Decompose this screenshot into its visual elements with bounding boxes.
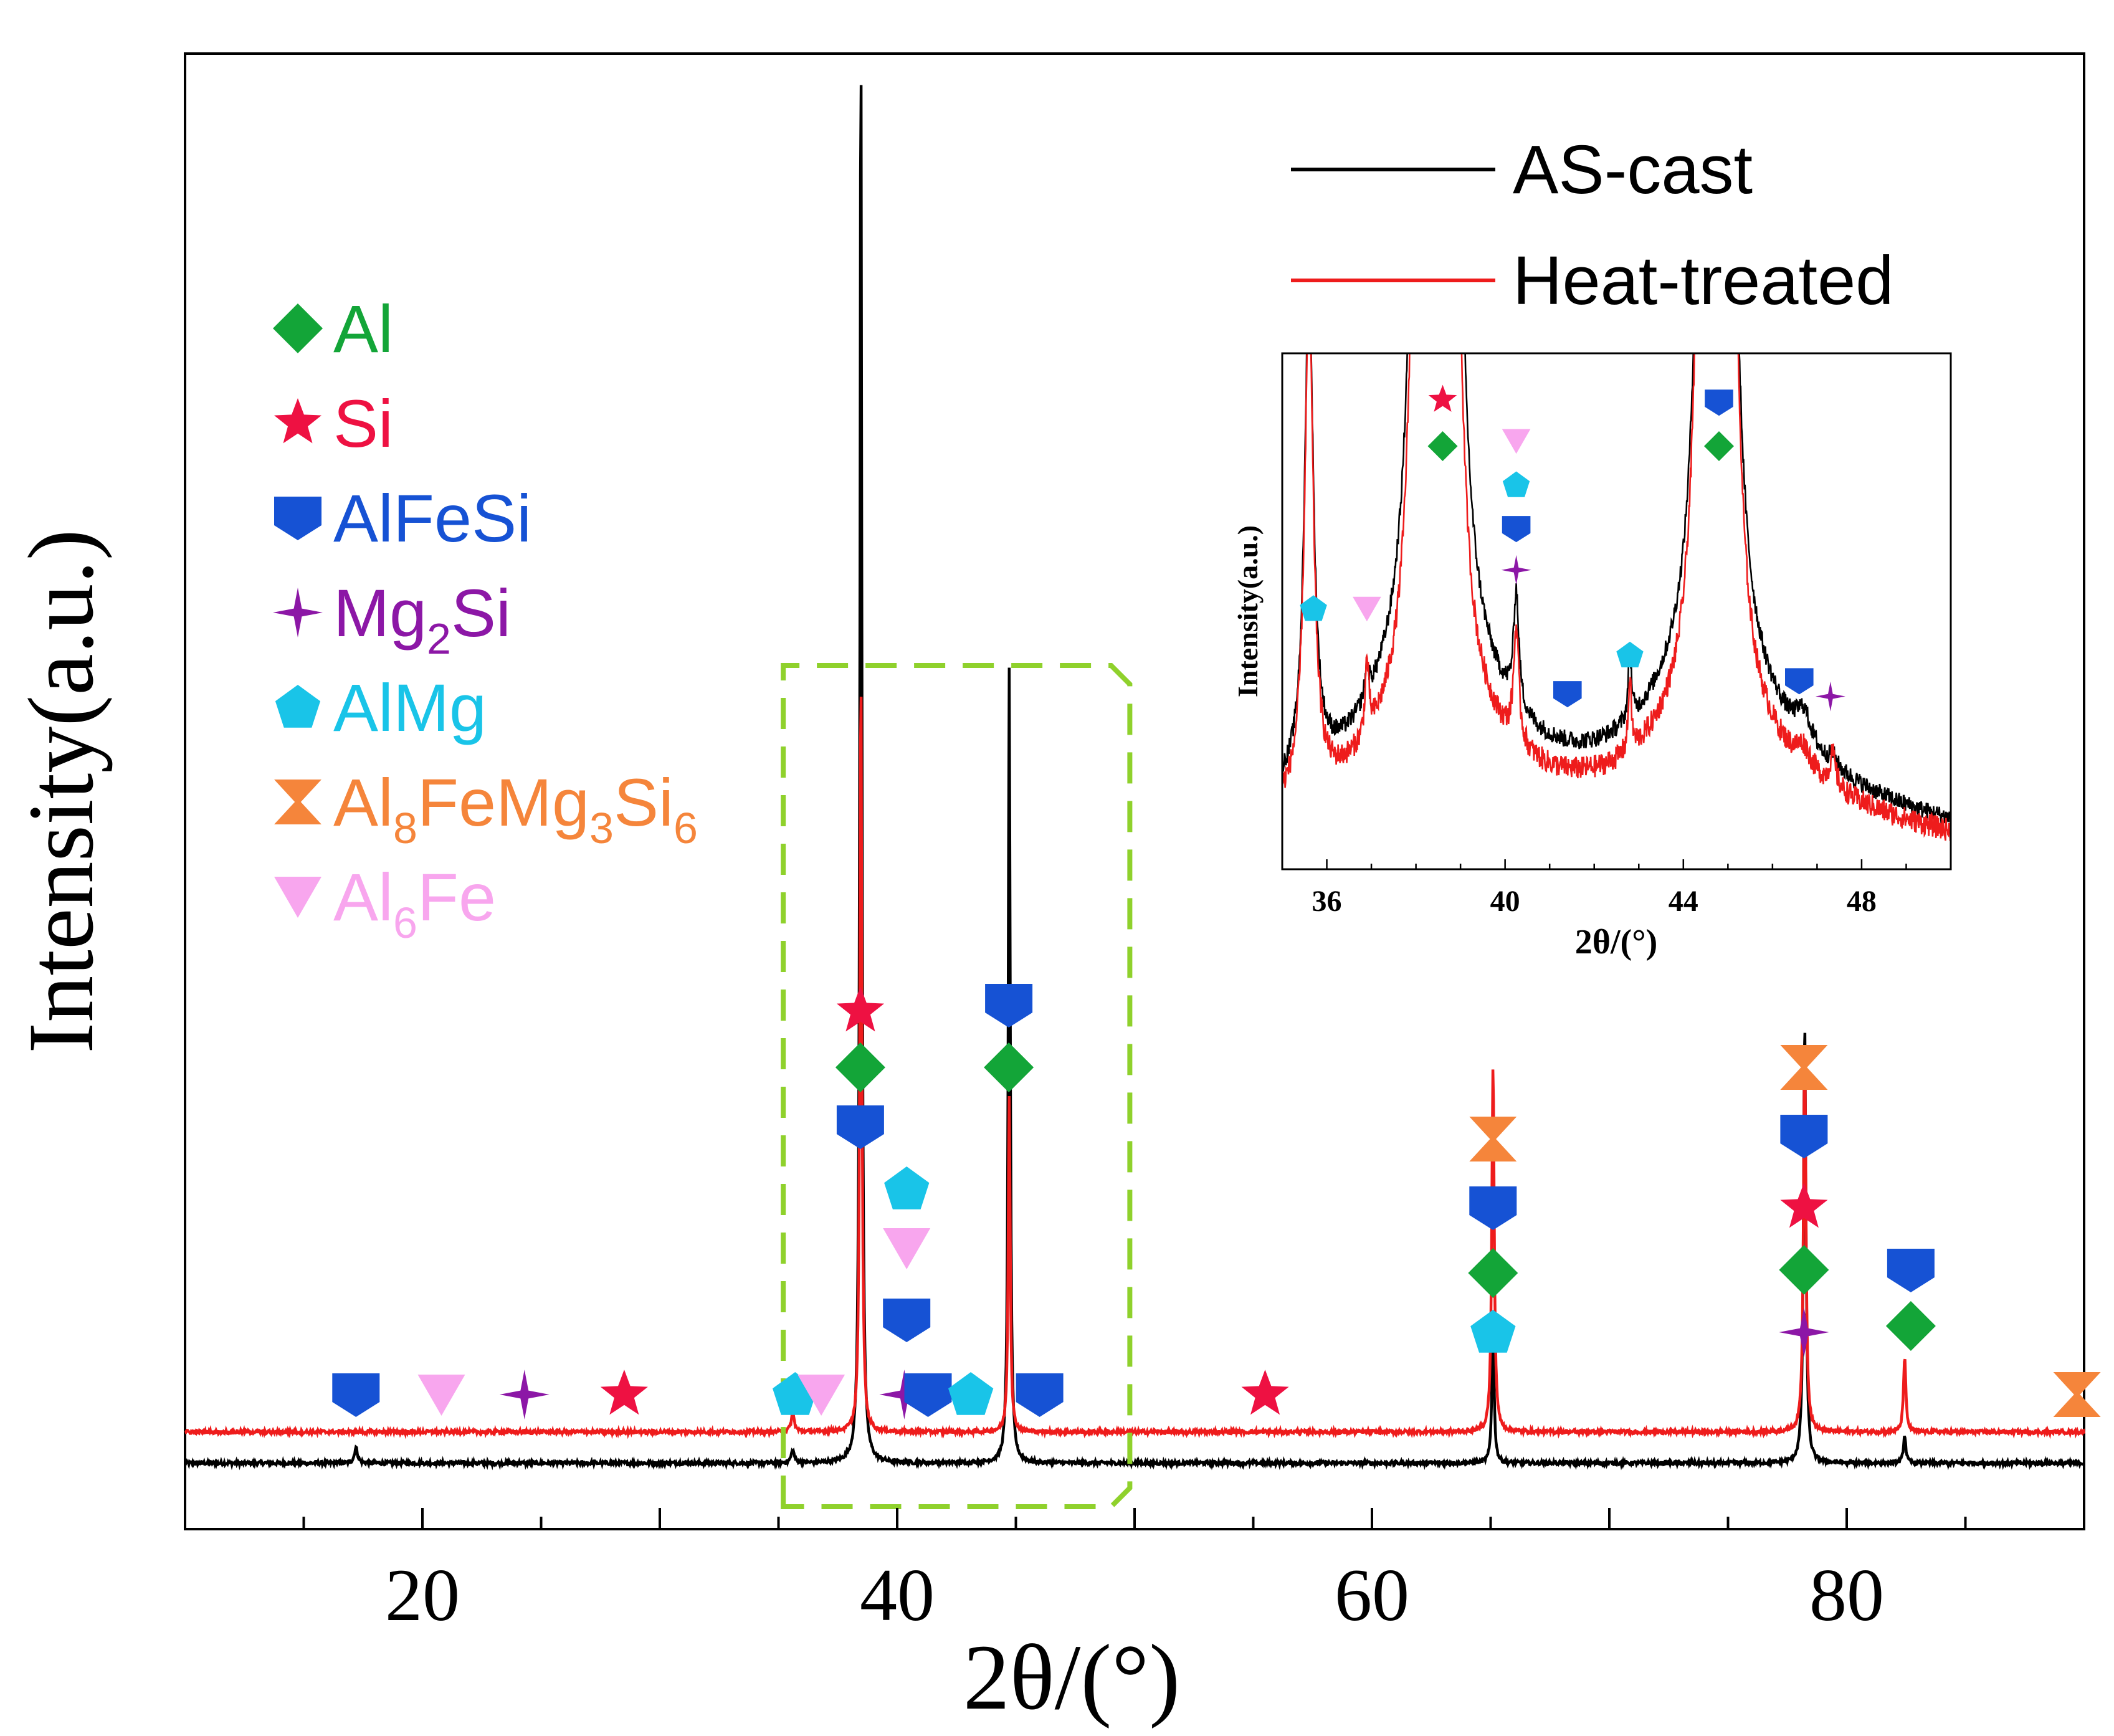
inset-marker-al6fe <box>1353 596 1381 622</box>
inset-series-line-heat-treated <box>1282 353 1951 841</box>
marker-si <box>1241 1370 1289 1415</box>
legend-mg2si-label: Mg2Si <box>333 575 511 663</box>
marker-alfesi <box>332 1373 380 1417</box>
marker-almg <box>884 1166 930 1209</box>
marker-al <box>835 1042 885 1092</box>
legend-alfesi-icon <box>274 497 321 540</box>
inset-x-tick-label: 40 <box>1490 885 1520 918</box>
inset-x-tick-label: 44 <box>1669 885 1698 918</box>
marker-alfesi <box>1780 1115 1828 1158</box>
marker-alfesi <box>1016 1373 1064 1417</box>
inset-marker-almg <box>1616 641 1644 667</box>
legend-mg2si-icon <box>273 588 323 637</box>
x-tick-label: 40 <box>860 1553 935 1636</box>
marker-alfesi <box>904 1373 952 1417</box>
legend-al6fe-icon <box>274 877 321 918</box>
marker-almg <box>1470 1310 1516 1353</box>
inset-marker-alfesi <box>1705 389 1733 416</box>
legend-al-label: Al <box>333 291 393 366</box>
inset-marker-alfesi <box>1502 516 1531 543</box>
inset-x-tick-label: 36 <box>1312 885 1342 918</box>
legend-label: Heat-treated <box>1513 242 1893 319</box>
series-line-as-cast <box>183 85 2085 1471</box>
marker-alfesi <box>985 984 1033 1028</box>
y-axis-label: Intensity(a.u.) <box>9 529 113 1053</box>
marker-alfesi <box>1469 1186 1517 1230</box>
marker-al6fe <box>417 1375 465 1416</box>
inset-marker-al <box>1704 431 1734 461</box>
legend-al6fe-label: Al6Fe <box>333 859 496 947</box>
marker-si <box>1780 1183 1828 1228</box>
inset-phase-markers <box>1300 384 1845 712</box>
marker-almg <box>948 1372 994 1415</box>
inset-marker-si <box>1428 384 1457 412</box>
series-legend: AS-cast Heat-treated <box>1291 131 1893 319</box>
legend-alfesi-label: AlFeSi <box>333 480 531 556</box>
inset-traces <box>1282 353 1951 841</box>
x-axis-label: 2θ/(°) <box>963 1626 1180 1729</box>
inset-marker-mg2si <box>1815 681 1845 712</box>
x-tick-label: 80 <box>1809 1553 1884 1636</box>
marker-al8femg3si6 <box>1469 1117 1517 1161</box>
zoom-region <box>781 663 1133 1509</box>
marker-mg2si <box>1779 1307 1829 1357</box>
legend-label: AS-cast <box>1513 131 1753 208</box>
legend-al8femg3si6-icon <box>274 780 321 824</box>
inset-marker-al6fe <box>1502 429 1531 454</box>
inset-marker-alfesi <box>1785 668 1814 695</box>
inset-marker-almg <box>1502 471 1530 497</box>
inset-marker-al <box>1427 431 1458 461</box>
series-line-heat-treated <box>184 697 2086 1439</box>
inset-x-tick-label: 48 <box>1847 885 1877 918</box>
marker-al8femg3si6 <box>1780 1045 1828 1090</box>
inset-marker-alfesi <box>1553 681 1582 708</box>
marker-alfesi <box>883 1299 931 1342</box>
x-tick-label: 60 <box>1335 1553 1409 1636</box>
marker-al <box>984 1042 1034 1092</box>
marker-al <box>1779 1245 1829 1295</box>
inset-series-line-as-cast <box>1282 353 1951 825</box>
marker-si <box>600 1370 648 1415</box>
marker-mg2si <box>499 1370 550 1419</box>
legend-almg-icon <box>275 685 321 728</box>
legend-si-label: Si <box>333 386 393 461</box>
legend-al-icon <box>273 303 323 353</box>
marker-alfesi <box>836 1105 884 1149</box>
marker-al6fe <box>798 1375 845 1416</box>
x-axis-ticks: 20 40 60 80 <box>184 1508 2085 1636</box>
legend-si-icon <box>274 398 321 444</box>
marker-al8femg3si6 <box>2053 1372 2101 1417</box>
inset-y-axis-label: Intensity(a.u.) <box>1232 525 1264 697</box>
inset-marker-almg <box>1300 595 1327 621</box>
marker-al <box>1885 1301 1936 1351</box>
main-traces <box>183 85 2086 1471</box>
inset-x-axis-ticks: 36 40 44 48 <box>1281 859 1952 918</box>
zoom-box <box>781 663 1133 1509</box>
inset-frame <box>1281 352 1952 870</box>
marker-si <box>836 986 884 1032</box>
inset-x-axis-label: 2θ/(°) <box>1575 923 1657 961</box>
marker-alfesi <box>1887 1249 1935 1292</box>
marker-al <box>1468 1248 1518 1298</box>
main-plot: 20 40 60 80 2θ/(°) Intensity(a.u.) <box>9 52 2101 1729</box>
marker-mg2si <box>879 1370 930 1419</box>
x-tick-label: 20 <box>385 1553 460 1636</box>
marker-al6fe <box>883 1228 931 1269</box>
phase-markers <box>332 984 2101 1419</box>
inset-plot: 36 40 44 48 2θ/(°) Intensity(a.u.) <box>1232 352 1952 961</box>
legend-almg-label: AlMg <box>333 670 487 745</box>
inset-marker-mg2si <box>1501 555 1531 585</box>
legend-al8femg3si6-label: Al8FeMg3Si6 <box>333 765 698 852</box>
